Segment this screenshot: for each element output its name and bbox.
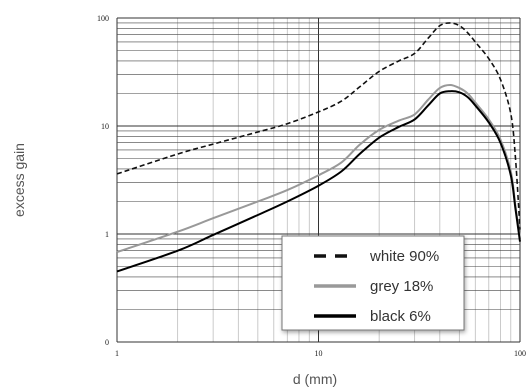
legend-label-black: black 6% bbox=[370, 308, 431, 325]
y-tick-label: 0 bbox=[105, 338, 109, 347]
legend-label-grey: grey 18% bbox=[370, 278, 433, 295]
y-tick-label: 10 bbox=[101, 122, 109, 131]
series-line-grey bbox=[116, 83, 521, 254]
y-axis-label: excess gain bbox=[11, 143, 27, 217]
x-tick-label: 10 bbox=[315, 349, 323, 358]
y-tick-label: 1 bbox=[105, 230, 109, 239]
legend-label-white: white 90% bbox=[369, 248, 439, 265]
x-tick-label: 100 bbox=[514, 349, 526, 358]
legend-box bbox=[281, 235, 465, 331]
series-line-black bbox=[116, 90, 521, 273]
legend-items: white 90% grey 18% black 6% bbox=[314, 248, 439, 325]
y-tick-label: 100 bbox=[97, 14, 109, 23]
x-axis-label: d (mm) bbox=[293, 371, 337, 387]
x-tick-label: 1 bbox=[115, 349, 119, 358]
series-line-white bbox=[116, 22, 521, 230]
series-lines bbox=[116, 22, 521, 273]
legend: white 90% grey 18% black 6% bbox=[281, 235, 465, 331]
